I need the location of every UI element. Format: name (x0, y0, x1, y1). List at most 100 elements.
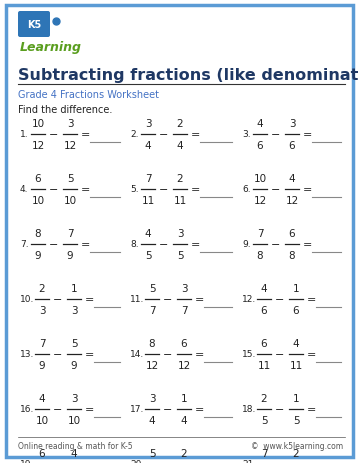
Text: 10: 10 (32, 195, 45, 206)
Text: 1: 1 (293, 283, 299, 294)
Text: 3.: 3. (242, 130, 251, 139)
Text: 7: 7 (149, 305, 155, 315)
Text: 9: 9 (35, 250, 41, 260)
Text: 11.: 11. (130, 295, 144, 304)
Text: 5: 5 (71, 338, 77, 348)
Text: 11: 11 (141, 195, 155, 206)
Text: 7: 7 (67, 229, 73, 238)
Text: 10: 10 (253, 174, 267, 184)
Text: 6: 6 (261, 338, 267, 348)
Text: 12: 12 (64, 141, 76, 150)
Text: =: = (302, 239, 312, 250)
Text: −: − (275, 404, 285, 414)
Text: =: = (84, 349, 94, 359)
Text: 11: 11 (173, 195, 187, 206)
Text: 7: 7 (261, 448, 267, 458)
Text: =: = (190, 185, 200, 194)
Text: 4: 4 (181, 415, 187, 425)
Text: 11: 11 (257, 360, 271, 370)
Text: 7: 7 (257, 229, 263, 238)
Text: 9: 9 (39, 360, 45, 370)
Text: 4: 4 (289, 174, 295, 184)
Text: 5: 5 (145, 250, 151, 260)
Text: 21.: 21. (242, 459, 256, 463)
Text: 3: 3 (145, 119, 151, 129)
Text: −: − (53, 404, 63, 414)
Text: 20.: 20. (130, 459, 144, 463)
Text: 2: 2 (261, 393, 267, 403)
Text: 12.: 12. (242, 295, 256, 304)
Text: −: − (53, 459, 63, 463)
Text: −: − (275, 294, 285, 304)
Text: 4: 4 (261, 283, 267, 294)
Text: 1.: 1. (20, 130, 29, 139)
Text: −: − (53, 294, 63, 304)
Text: 7: 7 (181, 305, 187, 315)
Text: 3: 3 (71, 393, 77, 403)
Text: Learning: Learning (20, 41, 82, 54)
Text: 8: 8 (289, 250, 295, 260)
Text: 10: 10 (64, 195, 76, 206)
Text: =: = (306, 349, 316, 359)
Text: 9.: 9. (242, 240, 251, 249)
Text: =: = (194, 294, 204, 304)
Text: −: − (49, 130, 59, 140)
Text: 14.: 14. (130, 350, 144, 359)
Text: −: − (49, 185, 59, 194)
Text: =: = (190, 130, 200, 140)
Text: 6: 6 (289, 229, 295, 238)
Text: 8: 8 (257, 250, 263, 260)
Text: 4: 4 (293, 338, 299, 348)
Text: 16.: 16. (20, 405, 34, 413)
Text: −: − (159, 239, 169, 250)
Text: 3: 3 (67, 119, 73, 129)
Text: 6.: 6. (242, 185, 251, 194)
Text: 4: 4 (71, 448, 77, 458)
Text: =: = (190, 239, 200, 250)
Text: 3: 3 (181, 283, 187, 294)
Text: Grade 4 Fractions Worksheet: Grade 4 Fractions Worksheet (18, 90, 159, 100)
Text: 4: 4 (257, 119, 263, 129)
Text: 10: 10 (67, 415, 80, 425)
Text: =: = (302, 130, 312, 140)
Text: 1: 1 (293, 393, 299, 403)
Text: 6: 6 (289, 141, 295, 150)
Text: Subtracting fractions (like denominators): Subtracting fractions (like denominators… (18, 68, 359, 83)
Text: 5: 5 (149, 448, 155, 458)
Text: 4: 4 (145, 229, 151, 238)
Text: −: − (49, 239, 59, 250)
Text: 5: 5 (261, 415, 267, 425)
Text: 12: 12 (177, 360, 191, 370)
Text: 4.: 4. (20, 185, 28, 194)
Text: 5: 5 (177, 250, 183, 260)
Text: 6: 6 (35, 174, 41, 184)
Text: 15.: 15. (242, 350, 256, 359)
Text: −: − (271, 130, 281, 140)
Text: 3: 3 (289, 119, 295, 129)
Text: 1: 1 (181, 393, 187, 403)
Text: 3: 3 (39, 305, 45, 315)
Text: 17.: 17. (130, 405, 144, 413)
Text: 8: 8 (35, 229, 41, 238)
Text: −: − (159, 185, 169, 194)
Text: 6: 6 (261, 305, 267, 315)
Text: 6: 6 (293, 305, 299, 315)
Text: 2: 2 (177, 119, 183, 129)
Text: 5.: 5. (130, 185, 139, 194)
Text: 5: 5 (67, 174, 73, 184)
Text: =: = (80, 185, 90, 194)
Text: 3: 3 (149, 393, 155, 403)
FancyBboxPatch shape (18, 12, 50, 38)
Text: −: − (53, 349, 63, 359)
Text: =: = (194, 404, 204, 414)
Text: 6: 6 (181, 338, 187, 348)
Text: −: − (163, 349, 173, 359)
Text: 4: 4 (149, 415, 155, 425)
Text: 18.: 18. (242, 405, 256, 413)
Text: =: = (80, 239, 90, 250)
Text: 2: 2 (293, 448, 299, 458)
Text: 2: 2 (177, 174, 183, 184)
Text: −: − (271, 239, 281, 250)
Text: =: = (306, 459, 316, 463)
Text: −: − (163, 459, 173, 463)
